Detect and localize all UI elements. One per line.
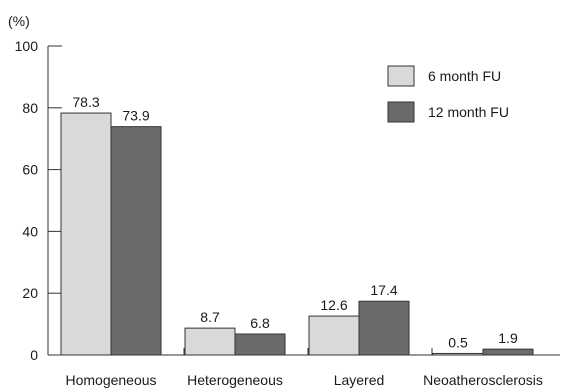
bar-value-label: 6.8 <box>250 315 270 331</box>
bar <box>308 315 360 356</box>
bar-value-label: 8.7 <box>200 309 220 325</box>
x-tick-label: Neoatherosclerosis <box>423 372 543 388</box>
y-tick-label: 0 <box>30 347 38 363</box>
legend-label: 12 month FU <box>428 104 509 120</box>
x-tick-label: Heterogeneous <box>187 372 283 388</box>
bar <box>234 333 286 356</box>
bar <box>184 327 236 356</box>
y-axis-ticks: 0 20 40 60 80 100 <box>15 38 62 363</box>
x-axis-ticks: Homogeneous Heterogeneous Layered Neoathero… <box>65 348 543 388</box>
bar-value-label: 1.9 <box>498 330 518 346</box>
y-axis-label: (%) <box>8 13 30 29</box>
x-tick-label: Homogeneous <box>65 372 156 388</box>
bar <box>110 126 162 356</box>
legend-label: 6 month FU <box>428 68 501 84</box>
legend: 6 month FU 12 month FU <box>387 65 509 123</box>
bar <box>482 348 534 356</box>
x-tick-label: Layered <box>334 372 385 388</box>
legend-swatch <box>387 101 415 123</box>
y-tick-label: 20 <box>22 285 38 301</box>
y-tick-label: 100 <box>15 38 39 54</box>
y-tick-label: 80 <box>22 100 38 116</box>
bars: 78.3 8.7 12.6 0.5 73.9 6.8 17.4 1.9 <box>60 94 534 356</box>
bar-value-label: 12.6 <box>320 297 347 313</box>
bar <box>432 352 484 356</box>
y-tick-label: 40 <box>22 223 38 239</box>
bar-value-label: 78.3 <box>72 94 99 110</box>
bar-value-label: 0.5 <box>448 334 468 350</box>
y-tick-label: 60 <box>22 162 38 178</box>
bar <box>60 112 112 356</box>
bar-value-label: 73.9 <box>122 108 149 124</box>
bar-value-label: 17.4 <box>370 282 397 298</box>
legend-swatch <box>387 65 415 87</box>
bar <box>358 300 410 356</box>
